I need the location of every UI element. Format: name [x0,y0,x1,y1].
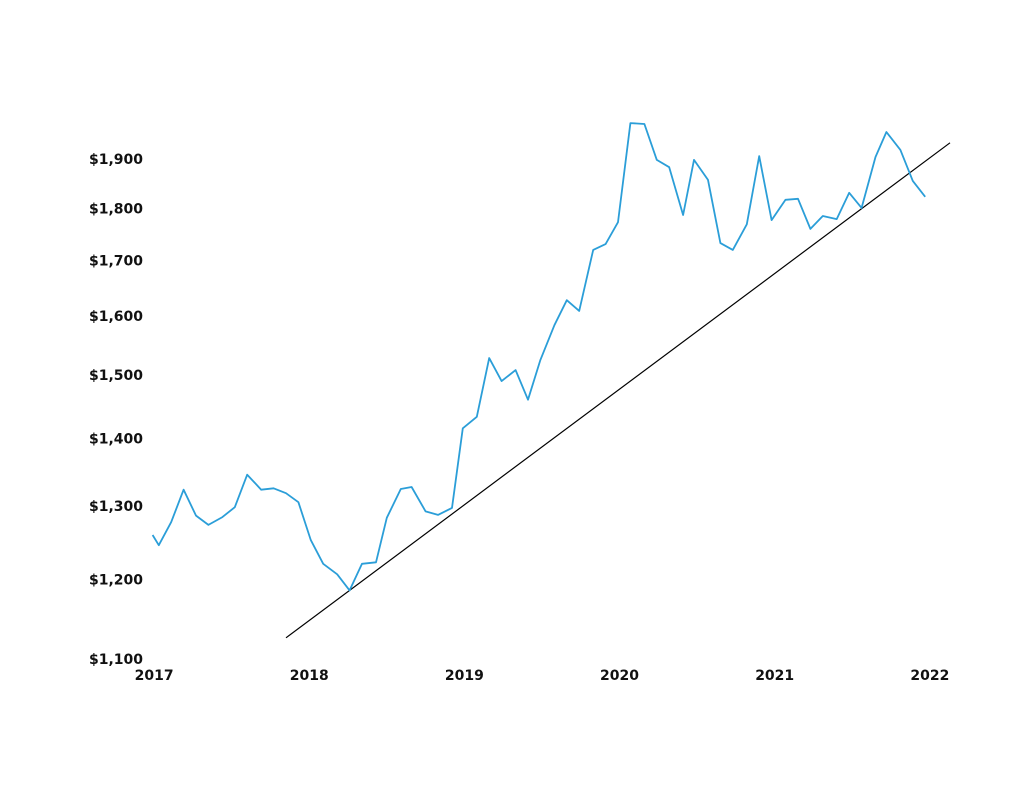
y-tick-label: $1,100 [89,652,143,668]
trend-line [285,142,951,639]
y-tick-label: $1,300 [89,499,143,515]
y-tick-label: $1,800 [89,201,143,217]
y-tick-label: $1,500 [89,368,143,384]
x-tick-label: 2019 [445,668,484,684]
price-line [151,122,926,592]
y-tick-label: $1,200 [89,572,143,588]
x-tick-label: 2018 [290,668,329,684]
y-tick-label: $1,900 [89,152,143,168]
y-tick-label: $1,400 [89,431,143,447]
x-tick-label: 2017 [135,668,174,684]
y-tick-label: $1,700 [89,254,143,270]
x-tick-label: 2021 [755,668,794,684]
x-tick-label: 2022 [910,668,949,684]
x-tick-label: 2020 [600,668,639,684]
y-tick-label: $1,600 [89,309,143,325]
